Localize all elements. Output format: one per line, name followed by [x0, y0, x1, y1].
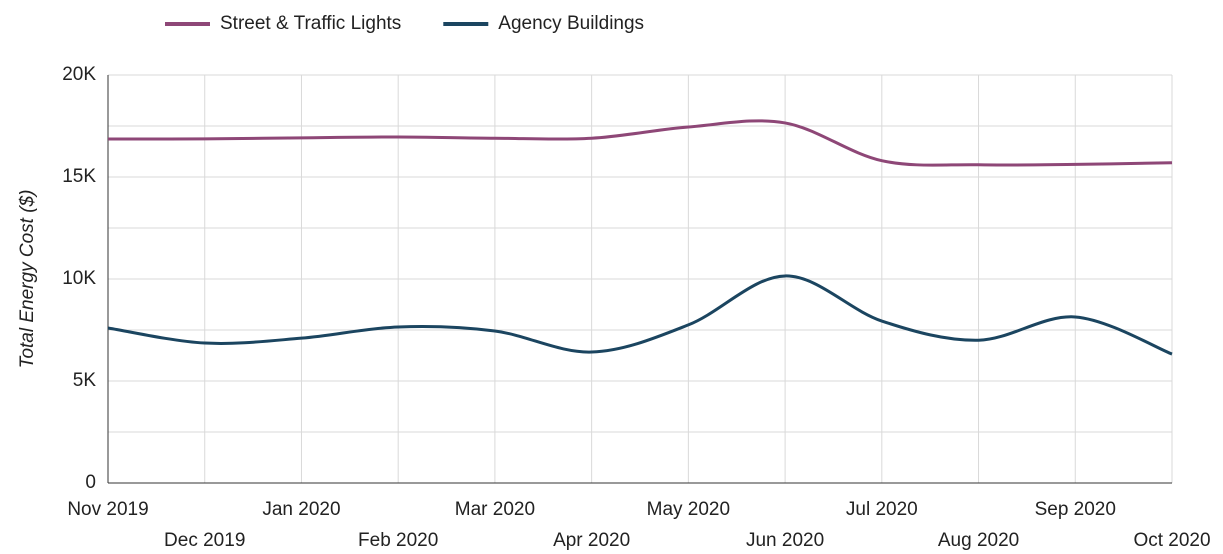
x-tick-label: Aug 2020 [938, 530, 1019, 551]
x-tick-label: Sep 2020 [1035, 499, 1116, 520]
x-tick-label: Dec 2019 [164, 530, 245, 551]
line-series [107, 119, 1173, 167]
x-tick-label: Jul 2020 [846, 499, 918, 520]
legend-label: Agency Buildings [498, 13, 644, 34]
x-tick-label: Nov 2019 [67, 499, 148, 520]
y-tick-label: 0 [85, 472, 96, 493]
y-tick-label: 5K [73, 370, 97, 391]
x-tick-label: Jun 2020 [746, 530, 824, 551]
y-tick-label: 10K [62, 268, 96, 289]
x-tick-label: Mar 2020 [455, 499, 535, 520]
x-tick-label: Apr 2020 [553, 530, 630, 551]
y-tick-label: 15K [62, 166, 96, 187]
x-tick-label: May 2020 [647, 499, 730, 520]
y-axis-label: Total Energy Cost ($) [17, 190, 38, 369]
x-tick-label: Jan 2020 [262, 499, 340, 520]
x-tick-label: Oct 2020 [1133, 530, 1210, 551]
legend-label: Street & Traffic Lights [220, 13, 401, 34]
y-tick-label: 20K [62, 64, 96, 85]
line-series [107, 274, 1173, 356]
x-tick-label: Feb 2020 [358, 530, 438, 551]
